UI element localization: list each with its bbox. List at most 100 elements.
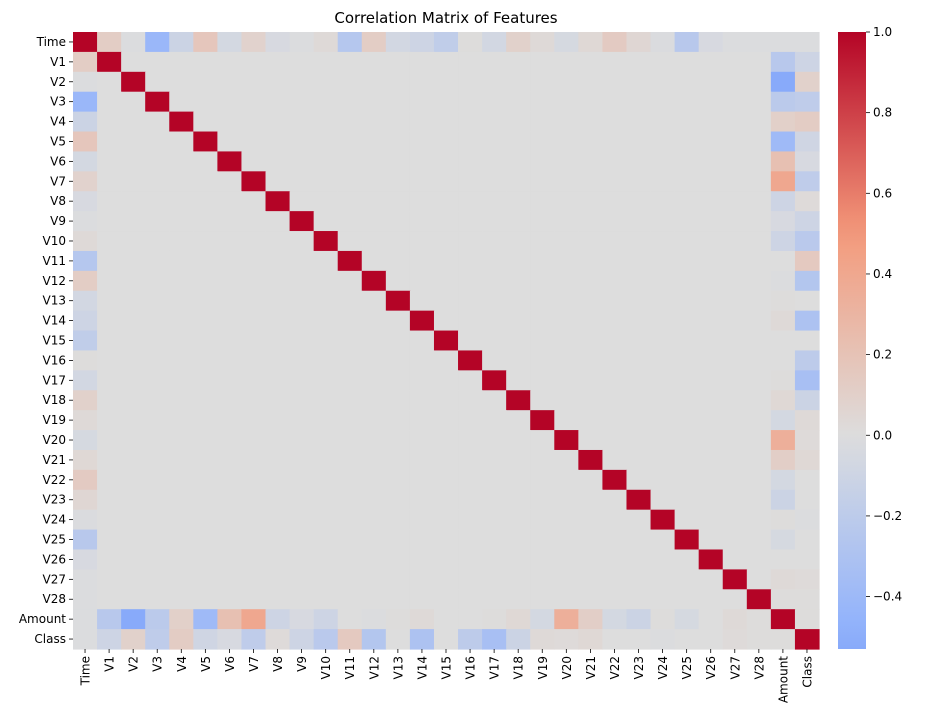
heatmap-cell-V5-V15 [433,131,459,153]
heatmap-cell-V26-V14 [409,549,435,570]
heatmap-cell-V25-V16 [458,529,483,551]
heatmap-cell-V9-V27 [722,211,748,232]
heatmap-cell-V22-V24 [650,469,676,491]
heatmap-cell-V6-V4 [169,151,194,172]
heatmap-cell-V17-V23 [626,370,652,391]
heatmap-cell-Amount-V15 [433,609,459,630]
heatmap-cell-V4-V14 [409,111,435,133]
heatmap-cell-Amount-V4 [169,609,194,630]
heatmap-cell-V23-V11 [337,489,363,511]
heatmap-cell-V6-V18 [506,151,531,172]
heatmap-cell-V28-V17 [482,589,507,610]
heatmap-cell-V25-V4 [169,529,194,551]
heatmap-cell-V21-V24 [650,449,676,471]
heatmap-cell-V14-V28 [746,310,772,332]
heatmap-cell-V25-Time [73,529,98,551]
heatmap-cell-V23-V24 [650,489,676,511]
heatmap-cell-V7-V22 [602,171,628,192]
heatmap-cell-V22-Time [73,469,98,491]
heatmap-cell-V14-V17 [482,310,507,332]
heatmap-cell-V25-V5 [193,529,218,551]
heatmap-cell-V10-V16 [458,231,483,252]
heatmap-cell-V24-V3 [145,509,170,531]
heatmap-cell-Amount-V24 [650,609,676,630]
heatmap-cell-V13-V27 [722,290,748,312]
heatmap-cell-V3-V7 [241,91,267,113]
heatmap-cell-V17-V17 [482,370,507,391]
heatmap-cell-V18-Class [794,390,820,411]
heatmap-cell-V24-V22 [602,509,628,531]
heatmap-cell-V10-V4 [169,231,194,252]
heatmap-cell-V1-V1 [97,51,122,73]
heatmap-cell-V19-V7 [241,410,267,431]
heatmap-cell-Time-V25 [674,32,700,53]
heatmap-cell-V15-V14 [409,330,435,352]
x-tick-label-V18: V18 [512,656,526,679]
heatmap-cell-V10-V21 [578,231,604,252]
heatmap-cell-V22-V1 [97,469,122,491]
heatmap-cell-V10-V10 [313,231,339,252]
heatmap-cell-V10-V2 [121,231,146,252]
heatmap-cell-V16-V24 [650,350,676,371]
heatmap-cell-V17-V10 [313,370,339,391]
heatmap-cell-V20-V13 [385,430,411,451]
heatmap-cell-V24-V5 [193,509,218,531]
heatmap-cell-V18-V17 [482,390,507,411]
heatmap-cell-V6-V3 [145,151,170,172]
heatmap-cell-V13-V28 [746,290,772,312]
heatmap-cell-V18-V1 [97,390,122,411]
heatmap-cell-V21-V6 [217,449,243,471]
heatmap-cell-V5-V7 [241,131,267,153]
heatmap-cell-V3-V6 [217,91,243,113]
heatmap-cell-V4-V10 [313,111,339,133]
heatmap-cell-V17-V12 [361,370,387,391]
heatmap-cell-V23-V16 [458,489,483,511]
heatmap-cell-V17-V27 [722,370,748,391]
heatmap-cell-V12-V26 [698,270,724,292]
heatmap-cell-Class-Time [73,629,98,650]
heatmap-cell-V20-V27 [722,430,748,451]
heatmap-cell-V25-Amount [770,529,796,551]
heatmap-cell-V15-V9 [289,330,315,352]
heatmap-cell-V16-V7 [241,350,267,371]
heatmap-cell-V2-V25 [674,71,700,93]
heatmap-cell-V28-V8 [265,589,291,610]
heatmap-cell-V9-V14 [409,211,435,232]
heatmap-cell-V3-V4 [169,91,194,113]
heatmap-cell-V3-V28 [746,91,772,113]
heatmap-cell-V8-V11 [337,191,363,212]
heatmap-cell-V23-V12 [361,489,387,511]
heatmap-cell-V14-V25 [674,310,700,332]
heatmap-cell-V3-Time [73,91,98,113]
heatmap-cell-Class-V24 [650,629,676,650]
heatmap-cell-V17-V18 [506,370,531,391]
heatmap-cell-V12-V22 [602,270,628,292]
heatmap-cell-V23-V23 [626,489,652,511]
heatmap-cell-V14-V19 [530,310,555,332]
heatmap-cell-V13-V2 [121,290,146,312]
x-tick-label-V20: V20 [560,656,574,679]
heatmap-cell-V13-V12 [361,290,387,312]
heatmap-cell-V21-V18 [506,449,531,471]
heatmap-cell-V8-V21 [578,191,604,212]
heatmap-cell-V17-Class [794,370,820,391]
heatmap-cell-V9-V13 [385,211,411,232]
heatmap-cell-V1-V14 [409,51,435,73]
heatmap-cell-V7-V11 [337,171,363,192]
heatmap-cell-V1-V16 [458,51,483,73]
heatmap-cell-V12-V19 [530,270,555,292]
heatmap-cell-V21-V12 [361,449,387,471]
heatmap-cell-V3-V15 [433,91,459,113]
heatmap-cell-V11-V16 [458,250,483,272]
heatmap-cell-V26-V19 [530,549,555,570]
heatmap-cell-V4-V4 [169,111,194,133]
heatmap-cell-V1-V7 [241,51,267,73]
heatmap-cell-V19-V15 [433,410,459,431]
heatmap-cell-V11-V28 [746,250,772,272]
heatmap-cell-V16-V9 [289,350,315,371]
heatmap-cells [73,32,820,650]
heatmap-cell-V22-V20 [554,469,579,491]
heatmap-cell-V20-V14 [409,430,435,451]
x-tick-label-V12: V12 [367,656,381,679]
heatmap-cell-V19-V5 [193,410,218,431]
